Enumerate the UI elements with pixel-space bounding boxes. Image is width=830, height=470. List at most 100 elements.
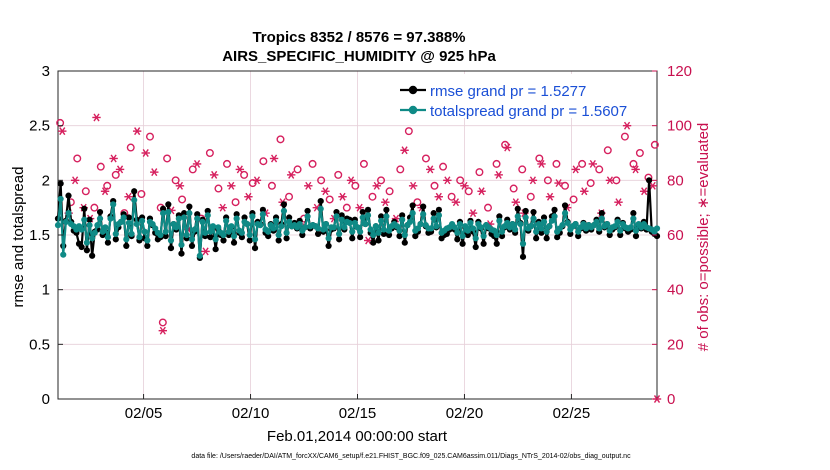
obs-possible-68 xyxy=(635,148,644,157)
x-tick-label-02/20: 02/20 xyxy=(446,405,484,422)
series-point-rmse xyxy=(401,239,408,246)
obs-evaluated-7 xyxy=(109,154,118,163)
series-point-totalspread xyxy=(215,224,222,231)
series-point-rmse xyxy=(540,214,548,221)
obs-evaluated-28 xyxy=(286,170,296,179)
obs-evaluated-stroke xyxy=(538,159,545,168)
series-point-totalspread xyxy=(467,219,474,227)
y-tick-label-right-60: 60 xyxy=(667,227,684,244)
series-point-totalspread xyxy=(370,231,377,239)
series-point-totalspread xyxy=(209,223,217,230)
series-point-rmse xyxy=(420,203,427,210)
obs-possible-24 xyxy=(259,157,268,166)
obs-evaluated-stroke xyxy=(288,170,295,179)
x-tick-label-02/25: 02/25 xyxy=(553,405,591,422)
obs-evaluated-10 xyxy=(132,127,142,136)
obs-possible-10 xyxy=(137,189,146,198)
obs-possible-66 xyxy=(620,132,629,141)
obs-possible-19 xyxy=(214,184,223,193)
series-point-rmse xyxy=(370,239,377,246)
series-point-rmse xyxy=(519,253,527,260)
series-point-totalspread xyxy=(60,251,67,258)
series-point-totalspread xyxy=(265,228,272,235)
obs-evaluated-stroke xyxy=(211,170,218,179)
obs-evaluated-stroke xyxy=(478,187,485,196)
series-point-rmse xyxy=(144,242,151,250)
series-point-totalspread xyxy=(470,225,477,232)
obs-possible-49 xyxy=(475,168,484,177)
series-point-totalspread xyxy=(372,223,379,230)
obs-evaluated-41 xyxy=(400,146,409,155)
obs-possible-61 xyxy=(578,159,587,168)
obs-evaluated-8 xyxy=(115,165,125,174)
obs-evaluated-39 xyxy=(381,198,390,207)
series-point-totalspread xyxy=(167,237,175,244)
series-point-totalspread xyxy=(380,226,387,233)
obs-evaluated-67 xyxy=(622,121,632,130)
obs-possible-59 xyxy=(561,181,570,190)
obs-possible-46 xyxy=(447,192,456,201)
obs-possible-51 xyxy=(492,159,501,168)
obs-evaluated-stroke xyxy=(572,165,579,174)
obs-evaluated-18 xyxy=(201,247,210,256)
series-point-totalspread xyxy=(533,228,540,235)
series-point-totalspread xyxy=(191,226,198,233)
series-point-rmse xyxy=(435,206,443,213)
obs-possible-64 xyxy=(603,146,612,155)
obs-evaluated-stroke xyxy=(101,187,109,196)
series-point-totalspread xyxy=(304,213,311,220)
series-point-totalspread xyxy=(94,222,101,229)
series-point-totalspread xyxy=(238,229,245,236)
obs-evaluated-stroke xyxy=(365,236,372,245)
series-point-totalspread xyxy=(278,223,285,230)
series-point-rmse xyxy=(364,206,372,213)
series-point-totalspread xyxy=(102,224,109,231)
obs-evaluated-stroke xyxy=(461,181,468,190)
series-point-totalspread xyxy=(249,213,256,220)
legend-totalspread-label: totalspread grand pr = 1.5607 xyxy=(430,103,627,120)
series-point-totalspread xyxy=(131,196,138,204)
obs-evaluated-62 xyxy=(580,187,589,196)
obs-evaluated-stroke xyxy=(504,143,511,152)
series-point-totalspread xyxy=(320,226,327,233)
series-point-totalspread xyxy=(144,237,151,244)
series-point-totalspread xyxy=(338,216,345,223)
data-file-footnote: data file: /Users/raeder/DAI/ATM_forcXX/… xyxy=(191,453,631,460)
obs-possible-26 xyxy=(276,135,285,144)
series-point-rmse xyxy=(598,210,605,217)
obs-possible-37 xyxy=(368,192,377,201)
obs-possible-2 xyxy=(73,154,82,163)
y-tick-label-right-100: 100 xyxy=(667,118,692,135)
series-point-totalspread xyxy=(317,205,324,212)
series-point-rmse xyxy=(283,235,290,242)
obs-possible-55 xyxy=(526,192,535,201)
obs-evaluated-stroke xyxy=(236,165,243,174)
series-point-rmse xyxy=(167,245,175,252)
obs-evaluated-24 xyxy=(252,176,262,185)
series-point-totalspread xyxy=(57,195,64,203)
obs-possible-4 xyxy=(90,203,99,212)
series-point-totalspread xyxy=(498,228,506,235)
obs-evaluated-11 xyxy=(141,149,150,157)
obs-evaluated-stroke xyxy=(623,121,631,130)
series-point-totalspread xyxy=(225,228,232,235)
series-point-totalspread xyxy=(223,217,230,224)
y-tick-label-right-40: 40 xyxy=(667,282,684,299)
obs-evaluated-52 xyxy=(494,170,503,179)
series-point-rmse xyxy=(86,216,93,223)
series-point-totalspread xyxy=(183,231,190,239)
series-point-totalspread xyxy=(314,225,322,232)
series-point-totalspread xyxy=(301,224,309,231)
series-point-rmse xyxy=(159,205,167,212)
series-point-totalspread xyxy=(378,217,385,224)
obs-evaluated-17 xyxy=(192,159,202,168)
series-point-totalspread xyxy=(202,229,209,236)
series-point-totalspread xyxy=(406,218,414,225)
obs-evaluated-69 xyxy=(639,187,649,196)
series-point-totalspread xyxy=(136,234,143,241)
series-point-rmse xyxy=(359,208,366,216)
obs-evaluated-stroke xyxy=(444,176,451,185)
obs-possible-35 xyxy=(351,181,360,190)
series-point-totalspread xyxy=(175,215,182,222)
series-point-totalspread xyxy=(186,210,193,217)
